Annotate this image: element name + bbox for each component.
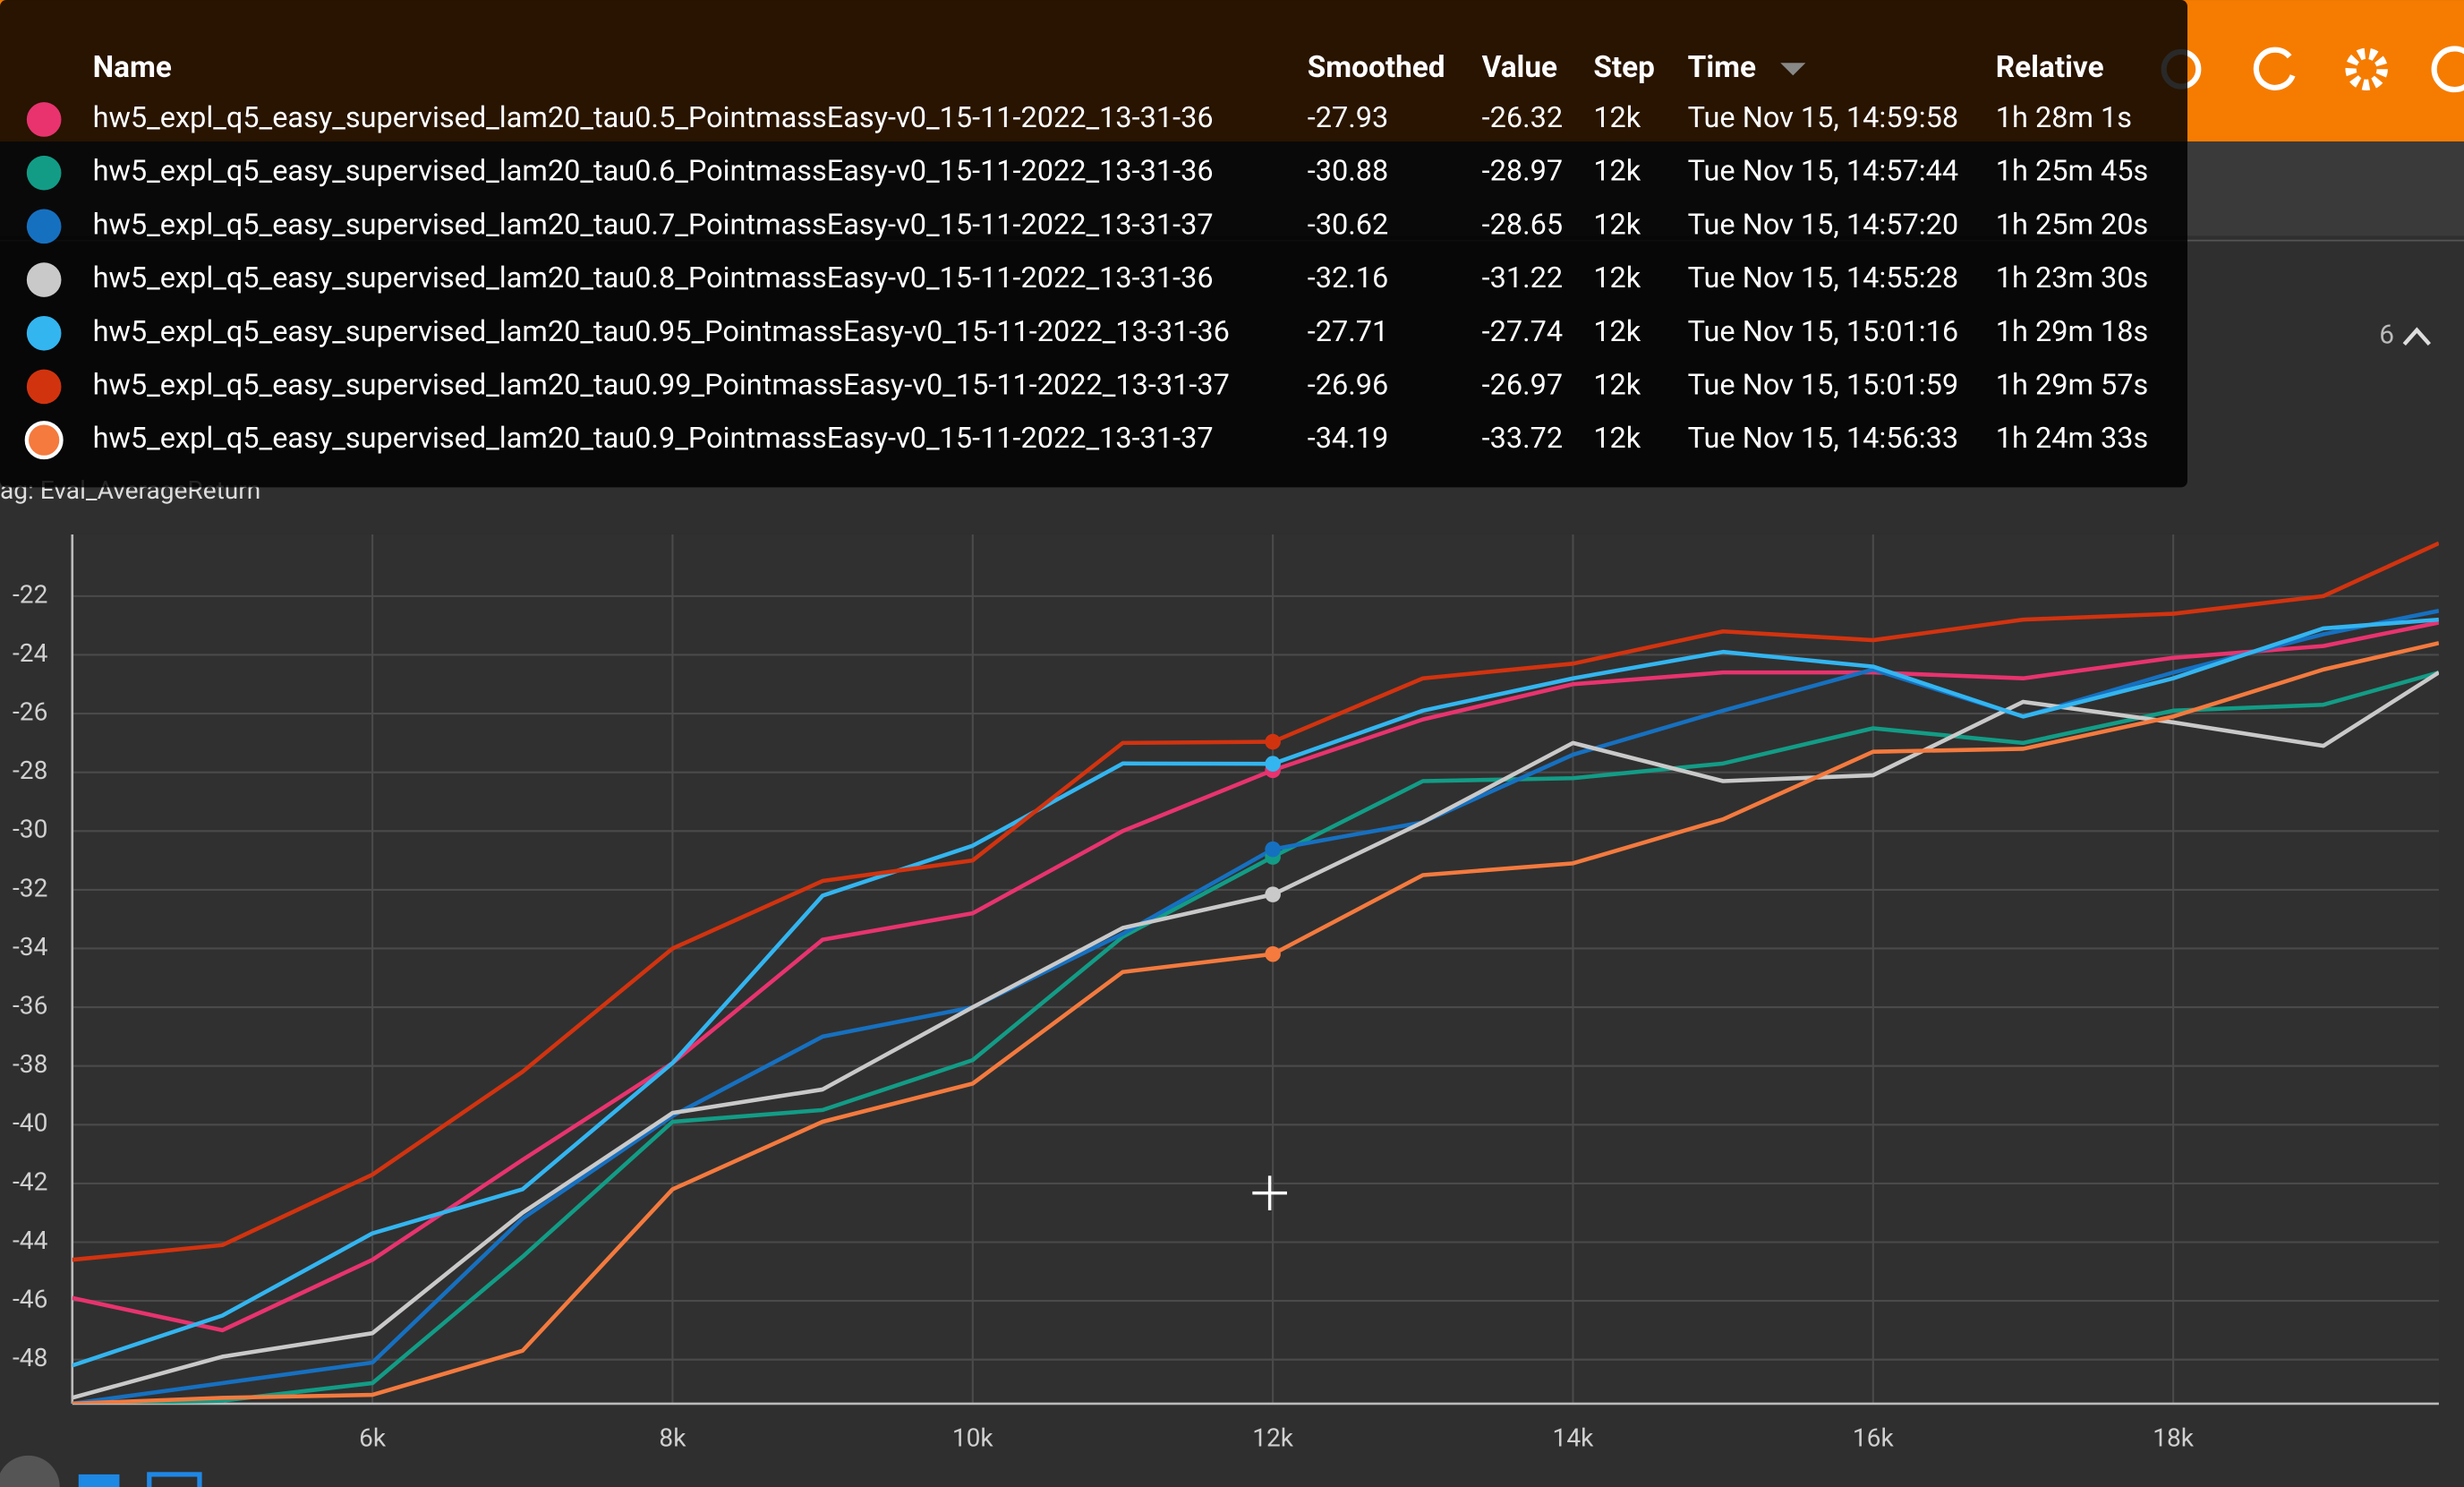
column-header: Time [1688,50,1756,85]
x-tick-label: 16k [1853,1423,1895,1453]
table-cell: hw5_expl_q5_easy_supervised_lam20_tau0.6… [93,154,1214,188]
y-tick-label: -46 [13,1285,47,1314]
settings-icon[interactable] [2345,47,2388,90]
table-cell: 1h 24m 33s [1996,421,2148,455]
table-cell: 1h 28m 1s [1996,100,2132,134]
table-cell: hw5_expl_q5_easy_supervised_lam20_tau0.9… [93,314,1230,348]
legend-dot [24,421,64,460]
y-tick-label: -38 [13,1049,47,1079]
highlight-point [1265,756,1281,772]
table-cell: Tue Nov 15, 14:57:20 [1688,207,1958,241]
legend-dot [26,209,62,244]
column-header: Step [1593,50,1655,85]
y-tick-label: -44 [13,1226,48,1255]
table-cell: Tue Nov 15, 15:01:16 [1688,314,1958,348]
table-cell: 1h 29m 57s [1996,368,2148,402]
x-tick-label: 18k [2153,1423,2195,1453]
sort-icon[interactable] [1780,63,1806,76]
table-cell: Tue Nov 15, 14:59:58 [1688,100,1958,134]
y-tick-label: -36 [13,991,47,1021]
y-tick-label: -28 [13,756,47,785]
y-tick-label: -30 [13,815,47,844]
collapse-icon[interactable] [2402,327,2432,346]
table-cell: hw5_expl_q5_easy_supervised_lam20_tau0.7… [93,207,1214,241]
table-cell: Tue Nov 15, 14:55:28 [1688,261,1958,295]
table-cell: 1h 25m 45s [1996,154,2148,188]
table-cell: 1h 23m 30s [1996,261,2148,295]
x-tick-label: 14k [1553,1423,1595,1453]
y-tick-label: -32 [13,873,47,902]
table-cell: -27.74 [1482,314,1564,348]
table-cell: 12k [1593,314,1641,348]
table-cell: hw5_expl_q5_easy_supervised_lam20_tau0.5… [93,100,1214,134]
y-tick-label: -48 [13,1343,47,1372]
table-cell: -26.96 [1308,368,1389,402]
table-cell: Tue Nov 15, 15:01:59 [1688,368,1958,402]
plot-area [72,534,2439,1404]
y-tick-label: -26 [13,696,47,726]
y-tick-label: -34 [13,932,48,961]
run-count: 6 [2379,320,2394,351]
legend-dot [26,369,62,405]
table-cell: -31.22 [1482,261,1564,295]
table-cell: Tue Nov 15, 14:57:44 [1688,154,1958,188]
table-cell: -28.65 [1482,207,1564,241]
highlight-point [1265,886,1281,902]
table-cell: -26.32 [1482,100,1564,134]
column-header: Name [93,50,172,85]
y-tick-label: -42 [13,1167,47,1196]
highlight-point [1265,945,1281,962]
table-cell: -27.93 [1308,100,1389,134]
x-tick-label: 8k [659,1423,686,1453]
plot: -48 -46 -44 -42 -40 -38 -36 -34 -32 -30 -28 -26 -24 -… [13,534,2439,1453]
table-cell: -30.62 [1308,207,1389,241]
x-tick-label: 10k [952,1423,994,1453]
legend-dot [26,155,62,191]
column-header: Relative [1996,50,2104,85]
table-cell: -30.88 [1308,154,1389,188]
tooltip [0,0,2187,488]
x-tick-label: 12k [1252,1423,1294,1453]
legend-dot [26,102,62,137]
table-cell: -26.97 [1482,368,1564,402]
y-tick-label: -22 [13,579,47,609]
bottom-icon[interactable] [0,1455,60,1487]
table-cell: Tue Nov 15, 14:56:33 [1688,421,1958,455]
y-tick-label: -40 [13,1108,47,1138]
column-header: Smoothed [1308,50,1445,85]
table-cell: 12k [1593,421,1641,455]
highlight-point [1265,841,1281,858]
x-tick-label: 6k [359,1423,387,1453]
table-cell: -34.19 [1308,421,1389,455]
table-cell: -33.72 [1482,421,1564,455]
table-cell: hw5_expl_q5_easy_supervised_lam20_tau0.9… [93,421,1214,455]
reload-icon[interactable] [2253,47,2296,90]
column-header: Value [1482,50,1557,85]
y-tick-label: -24 [13,638,48,668]
table-cell: 12k [1593,261,1641,295]
table-cell: -27.71 [1308,314,1389,348]
tooltip-table: Name Smoothed Value Step Time Relative hw5_exp… [24,50,2148,460]
highlight-point [1265,733,1281,750]
help-icon[interactable] [2431,46,2464,93]
legend-dot [26,315,62,351]
table-cell: -32.16 [1308,261,1389,295]
table-cell: hw5_expl_q5_easy_supervised_lam20_tau0.8… [93,261,1214,295]
crosshair [1252,1175,1287,1210]
table-cell: 1h 25m 20s [1996,207,2148,241]
table-cell: hw5_expl_q5_easy_supervised_lam20_tau0.9… [93,368,1230,402]
table-cell: 1h 29m 18s [1996,314,2148,348]
legend-dot [26,262,62,297]
bottom-icon[interactable] [78,1474,120,1487]
table-cell: 12k [1593,207,1641,241]
table-cell: 12k [1593,154,1641,188]
table-cell: -28.97 [1482,154,1564,188]
bottom-icon[interactable] [147,1472,202,1487]
lines [72,541,2439,1404]
table-cell: 12k [1593,100,1641,134]
table-cell: 12k [1593,368,1641,402]
